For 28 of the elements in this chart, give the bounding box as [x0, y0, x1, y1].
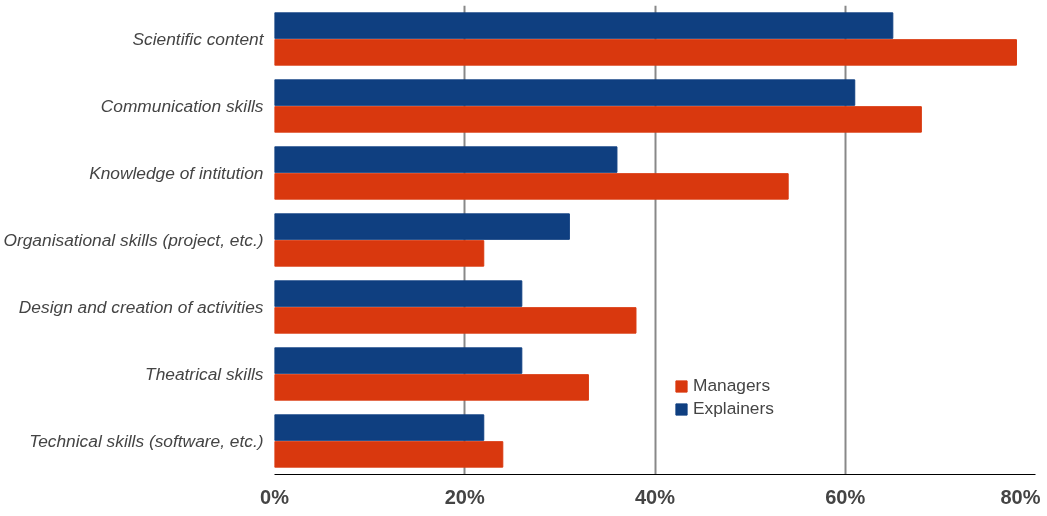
- bar: [274, 280, 523, 307]
- legend-label: Managers: [693, 375, 771, 396]
- bar: [274, 213, 570, 240]
- bar: [274, 414, 485, 441]
- bar: [274, 173, 789, 200]
- y-tick-label: Design and creation of activities: [18, 297, 264, 317]
- bar: [274, 146, 618, 173]
- bar: [274, 374, 589, 401]
- bar: [274, 441, 504, 468]
- bar: [274, 347, 523, 374]
- y-tick-label: Organisational skills (project, etc.): [3, 230, 264, 250]
- y-tick-label: Scientific content: [132, 29, 265, 49]
- legend-label: Explainers: [693, 398, 774, 419]
- y-tick-label: Theatrical skills: [145, 364, 264, 384]
- bar: [274, 307, 637, 334]
- bar: [274, 106, 922, 133]
- x-tick-label: 0%: [260, 485, 290, 508]
- bar: [274, 12, 894, 39]
- bar: [274, 240, 485, 267]
- x-tick-label: 40%: [634, 485, 676, 508]
- y-tick-label: Knowledge of intitution: [89, 163, 264, 183]
- x-tick-label: 20%: [444, 485, 485, 508]
- x-tick-label: 80%: [1000, 485, 1041, 508]
- y-tick-label: Technical skills (software, etc.): [29, 431, 264, 451]
- bar: [274, 79, 856, 106]
- y-tick-label: Communication skills: [100, 96, 264, 116]
- x-tick-label: 60%: [825, 485, 866, 508]
- bar: [274, 39, 1017, 66]
